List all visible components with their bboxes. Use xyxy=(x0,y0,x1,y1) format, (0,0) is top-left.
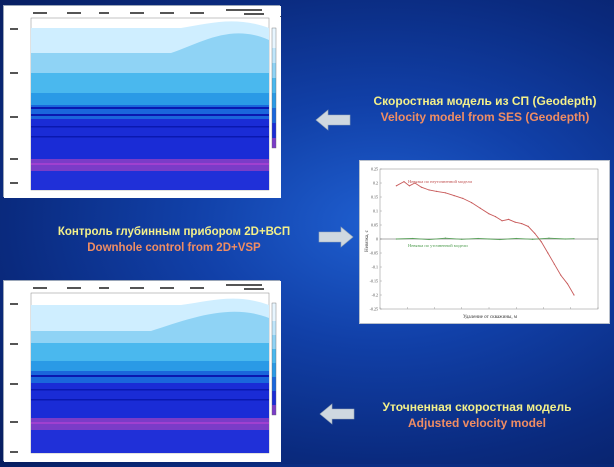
velocity-model-panel-top xyxy=(3,5,281,198)
left-arrow-icon xyxy=(315,109,351,131)
data-point xyxy=(540,241,542,243)
data-point xyxy=(501,220,503,222)
data-point xyxy=(521,223,523,225)
y-axis-label: Невязка, с xyxy=(365,229,370,251)
data-point xyxy=(553,263,555,265)
series-label-refined: Невязка по уточненной модели xyxy=(408,243,468,248)
velocity-model-caption: Скоростная модель из СП (Geodepth) Veloc… xyxy=(358,93,612,125)
data-point xyxy=(428,238,430,241)
data-point xyxy=(508,218,510,220)
caption-en: Adjusted velocity model xyxy=(407,416,547,430)
data-point xyxy=(488,238,490,240)
data-point xyxy=(499,238,501,241)
data-point xyxy=(534,232,536,234)
data-point xyxy=(548,237,550,239)
y-tick-label: 0.15 xyxy=(371,195,378,200)
data-point xyxy=(414,182,416,184)
residual-chart-panel: 0.25 0.2 0.15 0.1 0.05 0 -0.05 -0.1 -0.15 -0.2 -0.… xyxy=(359,160,610,324)
data-point xyxy=(462,197,464,199)
data-point xyxy=(420,186,423,188)
adjusted-velocity-section-image xyxy=(4,281,281,462)
data-point xyxy=(573,238,575,240)
data-point xyxy=(564,238,566,240)
adjusted-model-caption: Уточненная скоростная модель Adjusted ve… xyxy=(362,399,592,431)
caption-en: Downhole control from 2D+VSP xyxy=(87,242,261,254)
data-point xyxy=(428,189,430,191)
y-tick-label: -0.15 xyxy=(370,279,378,284)
right-arrow-icon xyxy=(318,226,354,248)
y-tick-label: -0.05 xyxy=(370,251,378,256)
data-point xyxy=(403,181,405,183)
series-line-unrefined xyxy=(396,181,575,296)
data-point xyxy=(560,274,562,276)
data-point xyxy=(477,237,479,240)
y-tick-label: 0.05 xyxy=(371,223,378,228)
data-point xyxy=(436,190,438,192)
data-point xyxy=(461,238,463,240)
data-point xyxy=(547,252,549,254)
data-point xyxy=(470,202,473,204)
data-point xyxy=(573,294,575,296)
y-tick-label: -0.1 xyxy=(372,265,378,270)
data-point xyxy=(395,185,397,187)
data-point xyxy=(515,237,517,240)
data-point xyxy=(412,237,414,240)
data-point xyxy=(527,225,529,227)
data-point xyxy=(444,192,446,194)
data-point xyxy=(488,213,490,215)
data-point xyxy=(453,195,455,197)
caption-en: Velocity model from SES (Geodepth) xyxy=(380,110,590,124)
y-tick-label: 0.25 xyxy=(371,167,378,172)
caption-ru: Контроль глубинным прибором 2D+ВСП xyxy=(57,226,291,238)
residual-chart: 0.25 0.2 0.15 0.1 0.05 0 -0.05 -0.1 -0.15 -0.2 -0.… xyxy=(360,161,609,323)
y-tick-label: 0 xyxy=(376,237,378,242)
data-point xyxy=(408,185,411,187)
data-point xyxy=(395,238,397,240)
data-point xyxy=(566,283,569,285)
caption-ru: Уточненная скоростная модель xyxy=(382,400,572,414)
data-point xyxy=(479,207,481,209)
y-tick-label: 0.2 xyxy=(373,181,378,186)
data-point xyxy=(532,238,534,240)
x-axis-label: Удаление от скважины, м xyxy=(463,315,518,320)
data-point xyxy=(514,221,516,223)
data-point xyxy=(444,237,446,239)
velocity-section-image xyxy=(4,6,281,198)
left-arrow-icon xyxy=(319,403,355,425)
y-tick-label: 0.1 xyxy=(373,209,378,214)
caption-ru: Скоростная модель из СП (Geodepth) xyxy=(373,94,597,108)
y-tick-label: -0.25 xyxy=(370,307,378,312)
y-tick-label: -0.2 xyxy=(372,293,378,298)
series-label-unrefined: Невязка по неуточненной модели xyxy=(408,179,473,184)
downhole-control-caption: Контроль глубинным прибором 2D+ВСП Downh… xyxy=(30,224,318,256)
data-point xyxy=(494,216,497,218)
velocity-model-panel-bottom xyxy=(3,280,281,462)
